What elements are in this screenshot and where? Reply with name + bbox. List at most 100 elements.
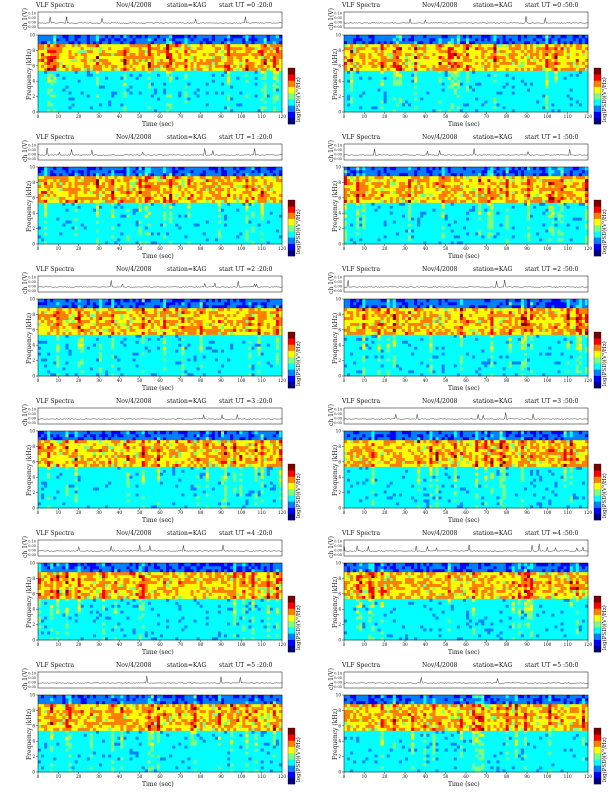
spectrogram-cell [278,91,283,95]
spectrogram-cell [511,100,516,104]
spectrogram-cell [245,58,249,62]
spectrogram-cell [362,70,366,74]
spectrogram-cell [539,35,543,39]
spectrogram-cell [359,85,363,89]
spectrogram-cell [386,88,391,92]
spectrogram-cell [65,167,69,171]
spectrogram-cell [401,64,406,68]
spectrogram-cell [548,61,552,65]
spectrogram-cell [217,37,222,42]
spectrogram-cell [105,235,109,239]
spectrogram-cell [344,88,348,92]
spectrogram-cell [227,88,231,92]
spectrogram-cell [414,94,418,98]
spectrogram-cell [83,109,88,113]
spectrogram-cell [441,100,445,104]
spectrogram-cell [441,43,445,48]
spectrogram-cell [423,40,427,45]
spectrogram-cell [426,100,430,104]
spectrogram-cell [344,61,348,65]
spectrogram-cell [499,52,503,57]
spectrogram-cell [217,109,222,113]
spectrogram-cell [266,35,271,39]
spectrogram-cell [71,100,75,104]
spectrogram-cell [236,55,240,59]
spectrogram-cell [478,106,482,110]
spectrogram-cell [138,97,142,101]
spectrogram-cell [141,97,146,101]
spectrogram-cell [114,97,118,101]
spectrogram-cell [523,52,528,57]
spectrogram-cell [539,76,543,80]
spectrogram-cell [178,103,182,107]
spectrogram-cell [444,46,448,51]
spectrogram-cell [187,52,191,57]
spectrogram-cell [254,103,258,107]
spectrogram-cell [356,61,360,65]
spectrogram-cell [99,232,103,236]
spectrogram-cell [150,70,155,74]
spectrogram-cell [239,76,243,80]
spectrogram-cell [166,106,170,110]
spectrogram-cell [217,106,222,110]
spectrogram-cell [432,35,436,39]
spectrogram-cell [224,49,228,54]
spectrogram-cell [217,82,222,86]
spectrogram-cell [530,106,534,110]
spectrogram-cell [56,82,60,86]
spectrogram-cell [462,91,467,95]
spectrogram-cell [490,58,494,62]
spectrogram-cell [542,61,546,65]
spectrogram-cell [242,67,246,71]
spectrogram-cell [71,37,75,42]
spectrogram-cell [254,49,258,54]
spectrogram-cell [239,64,243,68]
spectrogram-cell [138,37,142,42]
spectrogram-cell [92,43,97,48]
spectrogram-cell [245,79,249,83]
spectrogram-cell [44,208,48,212]
spectrogram-cell [141,64,146,68]
spectrogram-cell [181,37,185,42]
spectrogram-cell [59,94,63,98]
spectrogram-cell [135,49,139,54]
spectrogram-cell [575,37,580,42]
spectrogram-cell [86,178,91,183]
spectrogram-cell [99,70,103,74]
spectrogram-cell [447,73,452,77]
spectrogram-cell [77,109,81,113]
spectrogram-cell [344,79,348,83]
spectrogram-cell [536,46,540,51]
spectrogram-cell [472,46,476,51]
spectrogram-cell [248,67,252,71]
spectrogram-cell [499,100,503,104]
spectrogram-cell [92,35,97,39]
spectrogram-cell [551,64,555,68]
spectrogram-cell [53,172,57,177]
spectrogram-cell [147,70,152,74]
spectrogram-cell [111,187,115,191]
spectrogram-cell [426,103,430,107]
spectrogram-cell [527,94,531,98]
spectrogram-cell [386,79,391,83]
spectrogram-cell [441,79,445,83]
spectrogram-cell [169,58,173,62]
spectrogram-cell [50,103,54,107]
title-start: start UT =0 :50:0 [525,2,578,9]
spectrogram-cell [211,97,216,101]
spectrogram-cell [172,61,176,65]
spectrogram-cell [380,61,384,65]
spectrogram-cell [65,106,69,110]
spectrogram-cell [214,61,219,65]
spectrogram-cell [527,103,531,107]
spectrogram-cell [557,55,561,59]
spectrogram-cell [551,85,555,89]
spectrogram-cell [514,88,519,92]
spectrogram-cell [38,196,42,200]
spectrogram-cell [108,88,112,92]
title-title-left: VLF Spectra [36,134,74,141]
spectrogram-cell [68,73,72,77]
spectrogram-cell [478,70,482,74]
spectrogram-cell [44,232,48,236]
spectrogram-cell [380,82,384,86]
